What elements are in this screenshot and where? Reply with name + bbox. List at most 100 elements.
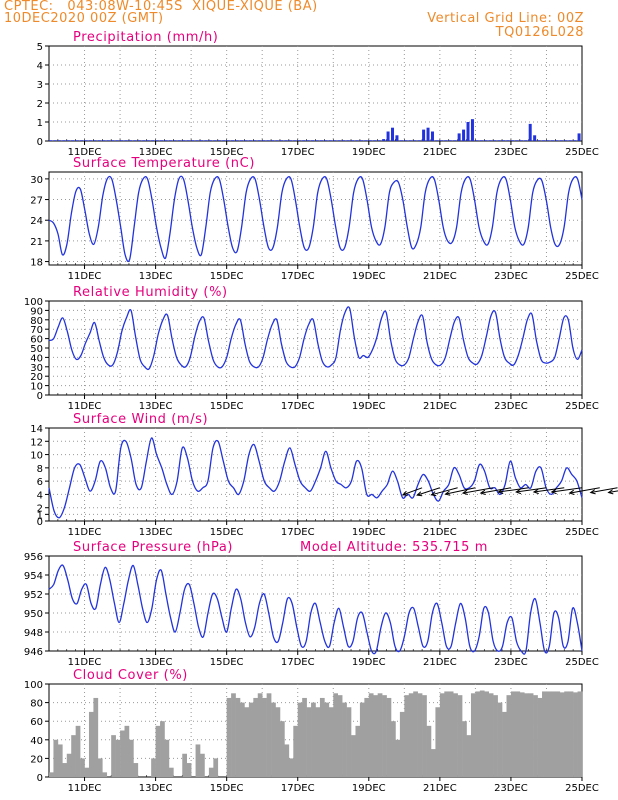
wind-xtick-label: 13DEC: [139, 527, 173, 538]
cloud-bar: [475, 691, 481, 777]
temp-xtick-label: 23DEC: [494, 271, 528, 282]
precip-bar: [244, 140, 248, 141]
precip-bar: [510, 140, 514, 141]
cloud-bar: [382, 695, 387, 777]
cloud-bar: [53, 739, 59, 777]
cloud-bar: [302, 697, 307, 777]
precip-bar: [351, 140, 355, 141]
precip-bar: [253, 140, 257, 141]
precip-bar: [53, 140, 57, 141]
precip-bar: [120, 140, 124, 141]
precip-bar: [88, 140, 92, 141]
cloud-bar: [88, 711, 94, 777]
precip-bar: [302, 140, 306, 141]
cloud-bar: [506, 695, 512, 777]
wind-barb-head: [416, 491, 423, 497]
wind-xtick-label: 17DEC: [281, 527, 315, 538]
wind-title: Surface Wind (m/s): [73, 412, 208, 427]
precip-bar: [426, 127, 430, 141]
precip-bar: [133, 140, 137, 141]
pressure-xtick-label: 23DEC: [494, 657, 528, 668]
cloud-bar: [97, 758, 103, 777]
precip-bar: [177, 140, 181, 141]
cloud-bar: [155, 725, 161, 777]
cloud-bar: [555, 691, 561, 777]
precip-bar: [550, 140, 554, 141]
cloud-bar: [457, 695, 463, 777]
precip-bar: [342, 140, 346, 141]
cloud-bar: [128, 739, 134, 777]
precip-xtick-label: 23DEC: [494, 147, 528, 158]
precip-bar: [324, 140, 328, 141]
cloud-bar: [466, 735, 472, 777]
precip-bar: [168, 140, 172, 141]
temp-ytick-label: 24: [30, 216, 43, 227]
cloud-bar: [479, 690, 485, 777]
precip-bar: [66, 140, 70, 141]
rh-xtick-label: 25DEC: [565, 401, 599, 412]
cloud-xtick-label: 11DEC: [68, 783, 102, 794]
precip-bar: [84, 140, 88, 141]
cloud-bar: [537, 697, 543, 777]
wind-barb-head: [515, 488, 522, 495]
pressure-ytick-label: 950: [24, 609, 43, 620]
precip-bar: [239, 140, 243, 141]
cloud-bar: [231, 693, 236, 777]
precip-bar: [200, 140, 204, 141]
cloud-bar: [502, 711, 507, 777]
cloud-bar: [284, 744, 290, 777]
precip-bar: [422, 129, 426, 141]
cloud-bar: [315, 707, 321, 777]
wind-barb-head: [589, 489, 596, 495]
chart-header: CPTEC: 043:08W-10:45S XIQUE-XIQUE (BA) 1…: [0, 0, 618, 46]
wind-xtick-label: 15DEC: [210, 527, 244, 538]
precip-ytick-label: 0: [37, 137, 43, 148]
precip-ytick-label: 2: [37, 99, 43, 110]
precip-bar: [75, 140, 79, 141]
cloud-bar: [430, 749, 436, 777]
pressure-xtick-label: 13DEC: [139, 657, 173, 668]
cloud-bar: [57, 744, 63, 777]
cloud-bar: [573, 692, 578, 777]
temp-ytick-label: 27: [30, 196, 43, 207]
wind-ytick-label: 12: [30, 437, 43, 448]
wind-barb: [402, 487, 423, 496]
temp-xtick-label: 21DEC: [423, 271, 457, 282]
precip-bar: [399, 140, 403, 141]
precip-bar: [160, 140, 164, 141]
wind-barb-head: [497, 488, 504, 495]
precip-bar: [413, 140, 417, 141]
temp-xtick-label: 19DEC: [352, 271, 386, 282]
wind-ytick-label: 0: [37, 517, 43, 528]
rh-ytick-label: 100: [24, 297, 43, 308]
wind-barb-head: [430, 491, 437, 497]
temp-xtick-label: 11DEC: [68, 271, 102, 282]
cloud-bar: [288, 758, 294, 777]
pressure-xtick-label: 19DEC: [352, 657, 386, 668]
wind-barb: [417, 487, 441, 496]
cloud-bar: [319, 697, 325, 777]
precip-bar: [297, 140, 301, 141]
wind-barb: [431, 487, 458, 496]
precip-bar: [453, 140, 457, 141]
temp-xtick-label: 25DEC: [565, 271, 599, 282]
cloud-bar: [168, 767, 174, 777]
precip-bar: [439, 140, 443, 141]
precip-bar: [519, 140, 523, 141]
wind-barb: [590, 487, 618, 494]
wind-ytick-label: 14: [30, 424, 43, 435]
precip-bar: [80, 140, 84, 141]
wind-ytick-label: 6: [37, 477, 43, 488]
precip-xtick-label: 13DEC: [139, 147, 173, 158]
cloud-bar: [275, 707, 281, 777]
cloud-bar: [80, 758, 85, 777]
rh-xtick-label: 19DEC: [352, 401, 386, 412]
wind-ytick-label: 8: [37, 464, 43, 475]
precip-bar: [204, 140, 208, 141]
precip-bar: [475, 140, 479, 141]
cloud-bar: [488, 693, 494, 777]
precip-bar: [430, 131, 434, 141]
cloud-bar: [195, 744, 201, 777]
forecast-start-date: 10DEC2020 00Z (GMT): [4, 11, 164, 26]
cloud-bar: [404, 695, 410, 777]
